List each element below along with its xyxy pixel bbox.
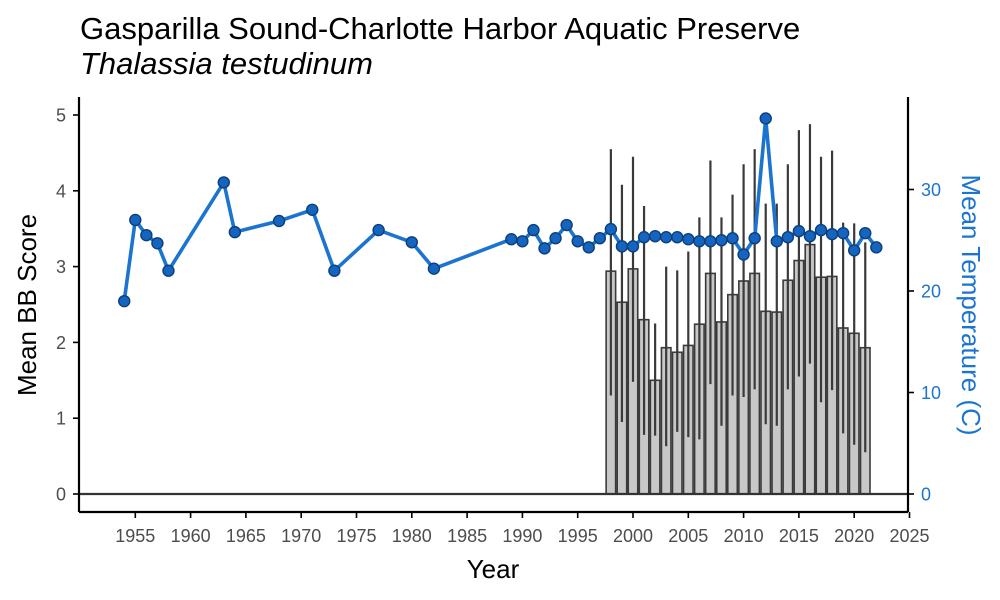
y2-axis-ticks: 0 10 20 30 — [908, 180, 941, 505]
temperature-point — [516, 235, 529, 248]
y-tick-label: 4 — [56, 181, 66, 201]
x-tick-label: 1980 — [392, 526, 432, 546]
y2-tick-label: 10 — [921, 383, 941, 403]
x-tick-label: 2015 — [779, 526, 819, 546]
y2-tick-label: 30 — [921, 180, 941, 200]
temperature-point — [693, 235, 706, 248]
temperature-point — [427, 262, 441, 275]
temperature-point — [648, 229, 662, 243]
temperature-point — [759, 112, 772, 125]
axes-layer — [77, 97, 910, 514]
y-axis-title: Mean BB Score — [12, 214, 42, 396]
x-tick-label: 1965 — [226, 526, 266, 546]
temperature-point — [803, 229, 817, 243]
temperature-point — [836, 226, 850, 240]
temperature-point — [715, 234, 728, 247]
temperature-point — [615, 240, 629, 253]
temperature-point — [682, 233, 695, 246]
temperature-point — [217, 176, 230, 189]
y-tick-label: 5 — [56, 106, 66, 126]
temperature-point — [306, 203, 319, 217]
temperature-point — [372, 223, 385, 237]
temperature-point — [814, 223, 828, 237]
y2-tick-label: 20 — [921, 282, 941, 302]
temperature-point — [151, 237, 164, 250]
y2-axis-title: Mean Temperature (C) — [956, 174, 986, 435]
x-tick-label: 2010 — [724, 526, 764, 546]
temperature-point — [593, 232, 607, 245]
errorbars-layer — [609, 124, 867, 453]
y-axis-ticks: 0 1 2 3 4 5 — [56, 106, 79, 505]
temperature-point — [140, 228, 153, 242]
y2-tick-label: 0 — [921, 485, 931, 505]
temperature-point — [549, 232, 562, 245]
x-tick-label: 2000 — [613, 526, 653, 546]
x-tick-label: 1955 — [115, 526, 155, 546]
temperature-point — [118, 294, 131, 308]
line-layer — [122, 116, 878, 302]
temperature-point — [704, 235, 717, 248]
x-tick-label: 2020 — [834, 526, 874, 546]
x-axis-title: Year — [467, 554, 520, 584]
x-tick-label: 1975 — [336, 526, 376, 546]
temperature-point — [604, 222, 618, 236]
x-tick-label: 1970 — [281, 526, 321, 546]
temperature-point — [571, 235, 584, 248]
chart-title: Gasparilla Sound-Charlotte Harbor Aquati… — [80, 11, 800, 46]
temperature-point — [637, 231, 651, 244]
temperature-point — [671, 231, 684, 244]
temperature-point — [792, 224, 806, 238]
temperature-point — [859, 226, 872, 240]
temperature-point — [228, 225, 242, 239]
temperature-point — [527, 223, 540, 237]
temperature-point — [748, 232, 761, 245]
x-tick-label: 1985 — [447, 526, 487, 546]
y-tick-label: 0 — [56, 485, 66, 505]
temperature-point — [659, 231, 673, 244]
temperature-point — [770, 235, 783, 248]
x-axis-ticks: 1955 1960 1965 1970 1975 1980 1985 1990 1995 2000… — [115, 512, 930, 546]
x-tick-label: 1990 — [502, 526, 542, 546]
temperature-point — [129, 213, 142, 227]
temperature-point — [560, 218, 573, 232]
temperature-point — [405, 236, 418, 249]
points-layer — [118, 112, 883, 308]
temperature-point — [737, 248, 750, 261]
bars-layer — [605, 243, 871, 495]
x-tick-label: 1960 — [171, 526, 211, 546]
y-tick-label: 3 — [56, 257, 66, 277]
temperature-point — [726, 232, 739, 245]
temperature-line — [122, 116, 878, 302]
temperature-point — [825, 227, 839, 241]
temperature-point — [626, 240, 640, 253]
temperature-point — [538, 242, 551, 255]
temperature-point — [162, 264, 175, 277]
x-tick-label: 2005 — [668, 526, 708, 546]
y-tick-label: 1 — [56, 409, 66, 429]
x-tick-label: 1995 — [558, 526, 598, 546]
temperature-point — [272, 214, 286, 228]
temperature-point — [781, 231, 795, 244]
x-tick-label: 2025 — [889, 526, 929, 546]
temperature-point — [870, 241, 883, 254]
chart-subtitle: Thalassia testudinum — [80, 46, 373, 81]
temperature-point — [505, 233, 518, 246]
temperature-point — [582, 241, 595, 254]
y-tick-label: 2 — [56, 333, 66, 353]
temperature-point — [848, 244, 861, 257]
temperature-point — [328, 264, 341, 277]
